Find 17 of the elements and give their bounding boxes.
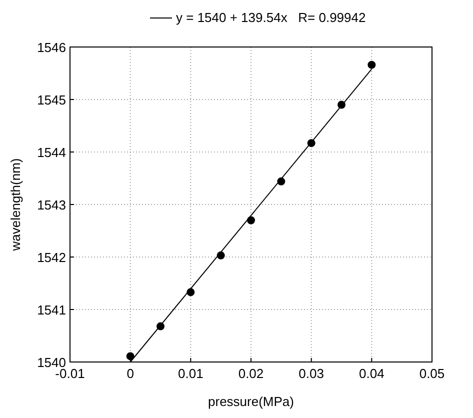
x-axis-title: pressure(MPa) [208,394,294,409]
point [126,352,134,360]
x-tick-label: 0.02 [238,366,264,381]
y-tick-label: 1545 [37,92,66,108]
x-tick-label: 0.04 [359,366,384,381]
y-tick-label: 1541 [37,302,66,318]
point [368,60,376,69]
x-tick-label: 0.01 [178,366,204,381]
legend-label: y = 1540 + 139.54x R= 0.99942 [176,10,366,25]
y-tick-label: 1542 [37,250,66,265]
x-tick-label: 0.03 [298,366,324,381]
y-tick-label: 1546 [37,40,66,55]
x-tick-label: 0 [126,366,134,381]
y-tick-label: 1544 [37,145,66,160]
y-axis-title: wavelength(nm) [8,158,23,252]
x-tick-label: 0.05 [419,366,445,381]
y-tick-label: 1543 [37,198,66,212]
